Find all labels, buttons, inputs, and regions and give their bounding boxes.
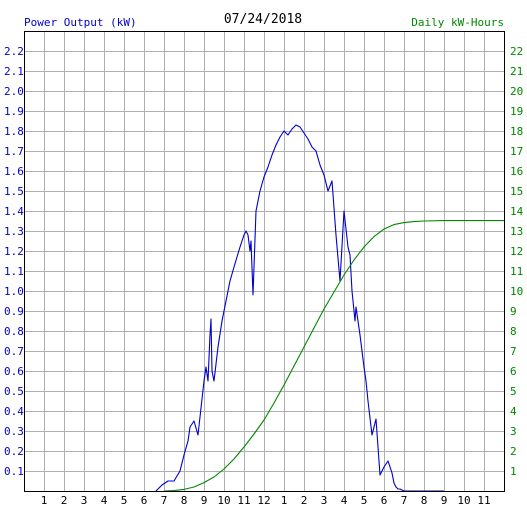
left-tick-label-17: 1.8 <box>4 125 24 138</box>
left-tick-label-14: 1.5 <box>4 185 24 198</box>
left-tick-label-19: 2.0 <box>4 85 24 98</box>
x-tick-label-11: 12 <box>257 494 270 507</box>
right-tick-label-4: 5 <box>510 385 517 398</box>
x-tick-label-21: 10 <box>457 494 470 507</box>
x-tick-label-20: 9 <box>441 494 448 507</box>
x-tick-label-17: 6 <box>381 494 388 507</box>
left-tick-label-16: 1.7 <box>4 145 24 158</box>
chart-title: 07/24/2018 <box>224 12 302 27</box>
x-tick-label-8: 9 <box>201 494 208 507</box>
right-tick-label-21: 22 <box>510 45 523 58</box>
right-tick-label-5: 6 <box>510 365 517 378</box>
left-tick-label-15: 1.6 <box>4 165 24 178</box>
x-tick-label-5: 6 <box>141 494 148 507</box>
left-tick-label-4: 0.5 <box>4 385 24 398</box>
power-output-line <box>155 124 444 492</box>
left-tick-label-20: 2.1 <box>4 65 24 78</box>
right-tick-label-20: 21 <box>510 65 523 78</box>
grid <box>24 31 504 491</box>
right-tick-label-17: 18 <box>510 125 523 138</box>
right-tick-label-19: 20 <box>510 85 523 98</box>
x-tick-label-3: 4 <box>101 494 108 507</box>
x-tick-label-4: 5 <box>121 494 128 507</box>
daily-kwh-line <box>163 220 504 492</box>
right-axis-label: Daily kW-Hours <box>411 16 504 29</box>
left-tick-label-2: 0.3 <box>4 425 24 438</box>
x-tick-label-22: 11 <box>477 494 490 507</box>
right-tick-label-13: 14 <box>510 205 524 218</box>
right-tick-label-18: 19 <box>510 105 523 118</box>
left-tick-label-13: 1.4 <box>4 205 24 218</box>
left-tick-label-0: 0.1 <box>4 465 24 478</box>
x-tick-label-19: 8 <box>421 494 428 507</box>
x-axis-ticks: 1 2 3 4 5 6 7 8 9 10 11 12 1 2 3 4 5 6 7 8 9 10 11 <box>41 494 491 507</box>
right-tick-label-3: 4 <box>510 405 517 418</box>
x-tick-label-10: 11 <box>237 494 250 507</box>
right-tick-label-9: 10 <box>510 285 523 298</box>
left-tick-label-3: 0.4 <box>4 405 24 418</box>
left-tick-label-5: 0.6 <box>4 365 24 378</box>
right-tick-label-11: 12 <box>510 245 523 258</box>
plot-frame <box>24 31 505 492</box>
x-tick-label-7: 8 <box>181 494 188 507</box>
right-tick-label-10: 11 <box>510 265 523 278</box>
x-tick-label-14: 3 <box>321 494 328 507</box>
x-tick-label-12: 1 <box>281 494 288 507</box>
right-tick-label-2: 3 <box>510 425 517 438</box>
left-tick-label-11: 1.2 <box>4 245 24 258</box>
left-tick-label-7: 0.8 <box>4 325 24 338</box>
left-tick-label-12: 1.3 <box>4 225 24 238</box>
right-tick-label-12: 13 <box>510 225 523 238</box>
right-tick-label-8: 9 <box>510 305 517 318</box>
left-tick-label-6: 0.7 <box>4 345 24 358</box>
right-tick-label-15: 16 <box>510 165 523 178</box>
right-tick-label-14: 15 <box>510 185 523 198</box>
left-tick-label-1: 0.2 <box>4 445 24 458</box>
left-axis-ticks: 0.1 0.2 0.3 0.4 0.5 0.6 0.7 0.8 0.9 1.0 1.1 1.2 1.3 1… <box>4 45 24 478</box>
x-tick-label-18: 7 <box>401 494 408 507</box>
x-tick-label-1: 2 <box>61 494 68 507</box>
right-tick-label-16: 17 <box>510 145 523 158</box>
x-tick-label-9: 10 <box>217 494 230 507</box>
left-tick-label-21: 2.2 <box>4 45 24 58</box>
x-tick-label-16: 5 <box>361 494 368 507</box>
x-tick-label-15: 4 <box>341 494 348 507</box>
left-tick-label-18: 1.9 <box>4 105 24 118</box>
series <box>155 124 504 492</box>
x-tick-label-2: 3 <box>81 494 88 507</box>
x-tick-label-6: 7 <box>161 494 168 507</box>
left-tick-label-9: 1.0 <box>4 285 24 298</box>
right-tick-label-7: 8 <box>510 325 517 338</box>
left-tick-label-8: 0.9 <box>4 305 24 318</box>
right-tick-label-6: 7 <box>510 345 517 358</box>
left-tick-label-10: 1.1 <box>4 265 24 278</box>
x-tick-label-0: 1 <box>41 494 48 507</box>
right-tick-label-0: 1 <box>510 465 517 478</box>
left-axis-label: Power Output (kW) <box>24 16 137 29</box>
x-tick-label-13: 2 <box>301 494 308 507</box>
right-tick-label-1: 2 <box>510 445 517 458</box>
